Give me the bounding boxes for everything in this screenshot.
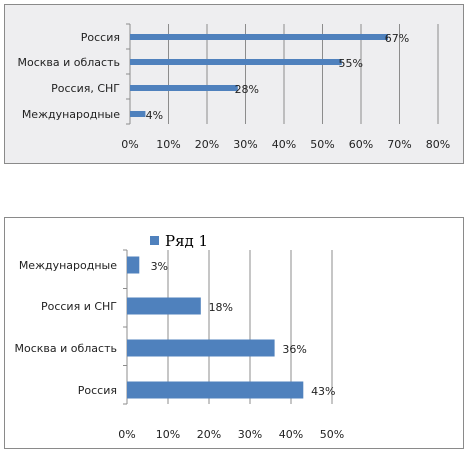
bar xyxy=(127,339,275,357)
x-tick-label: 50% xyxy=(320,428,344,441)
legend-swatch xyxy=(150,236,159,245)
category-label: Россия, СНГ xyxy=(51,82,120,95)
bar xyxy=(130,111,146,117)
category-label: Москва и область xyxy=(17,56,120,69)
x-tick-label: 70% xyxy=(387,138,411,151)
x-tick-label: 80% xyxy=(426,138,450,151)
data-label: 67% xyxy=(385,32,409,45)
data-label: 43% xyxy=(311,385,335,398)
category-label: Россия xyxy=(78,384,117,397)
chart-panel-2 xyxy=(4,217,464,449)
category-label: Москва и область xyxy=(14,342,117,355)
data-label: 55% xyxy=(339,57,363,70)
x-tick-label: 40% xyxy=(279,428,303,441)
x-tick-label: 20% xyxy=(197,428,221,441)
category-label: Россия и СНГ xyxy=(41,300,117,313)
x-tick-label: 60% xyxy=(349,138,373,151)
x-tick-label: 0% xyxy=(121,138,138,151)
x-tick-label: 30% xyxy=(238,428,262,441)
bar xyxy=(130,85,238,91)
bar xyxy=(127,256,140,274)
category-label: Международные xyxy=(19,259,117,272)
x-tick-label: 20% xyxy=(195,138,219,151)
category-label: Россия xyxy=(81,31,120,44)
x-tick-label: 10% xyxy=(156,138,180,151)
data-label: 18% xyxy=(209,301,233,314)
bar xyxy=(127,381,304,399)
legend-label: Ряд 1 xyxy=(165,232,208,250)
chart-1: 0% 10% 20% 30% 40% 50% 60% 70% 80% Россия 67% Москв… xyxy=(17,23,450,151)
data-label: 4% xyxy=(146,109,163,122)
bar xyxy=(130,34,388,40)
chart-panel-1 xyxy=(4,4,464,164)
data-label: 36% xyxy=(282,343,306,356)
bar xyxy=(127,297,201,315)
x-tick-label: 50% xyxy=(310,138,334,151)
category-label: Международные xyxy=(22,108,120,121)
x-tick-label: 0% xyxy=(118,428,135,441)
x-tick-label: 30% xyxy=(233,138,257,151)
x-tick-label: 40% xyxy=(272,138,296,151)
data-label: 3% xyxy=(151,260,168,273)
data-label: 28% xyxy=(235,83,259,96)
x-tick-label: 10% xyxy=(156,428,180,441)
chart-2: 0% 10% 20% 30% 40% 50% Международные 3% Россия и… xyxy=(14,232,344,441)
bar xyxy=(130,59,342,65)
